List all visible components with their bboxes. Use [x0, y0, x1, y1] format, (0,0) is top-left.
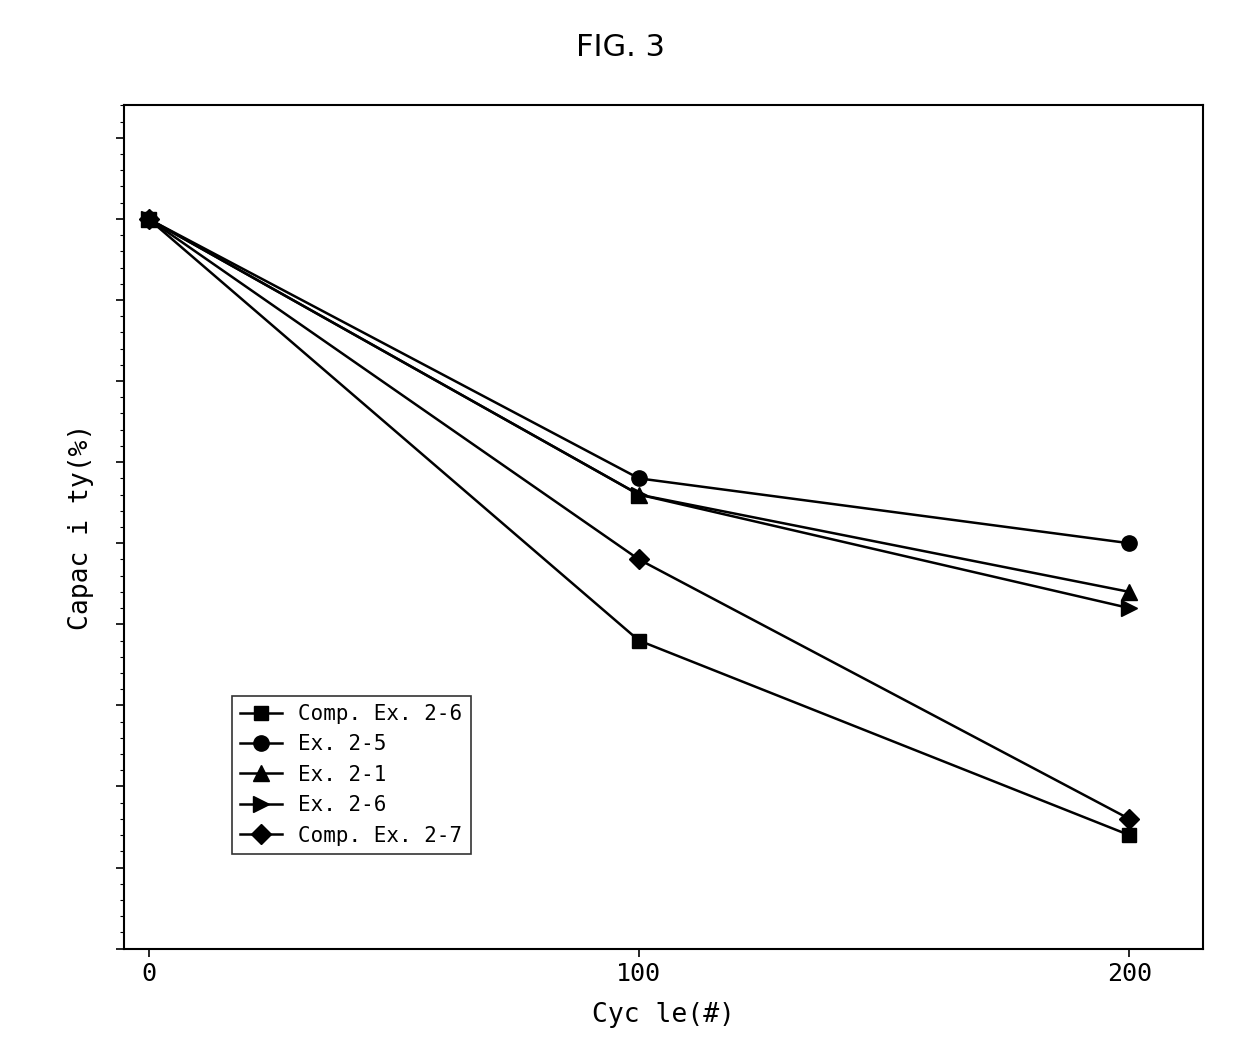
Line: Comp. Ex. 2-7: Comp. Ex. 2-7 [141, 212, 1136, 826]
Ex. 2-5 [1122, 536, 1137, 549]
Comp. Ex. 2-7 [631, 553, 646, 566]
X-axis label: Cyc le(#): Cyc le(#) [591, 1002, 735, 1029]
Line: Ex. 2-1: Ex. 2-1 [141, 211, 1137, 600]
Comp. Ex. 2-7 [141, 213, 156, 226]
Ex. 2-6 [631, 488, 646, 501]
Ex. 2-6 [1122, 602, 1137, 614]
Line: Ex. 2-6: Ex. 2-6 [141, 211, 1137, 616]
Comp. Ex. 2-6 [631, 635, 646, 647]
Ex. 2-1 [631, 488, 646, 501]
Comp. Ex. 2-6 [1122, 828, 1137, 841]
Text: FIG. 3: FIG. 3 [575, 33, 665, 62]
Legend: Comp. Ex. 2-6, Ex. 2-5, Ex. 2-1, Ex. 2-6, Comp. Ex. 2-7: Comp. Ex. 2-6, Ex. 2-5, Ex. 2-1, Ex. 2-6… [232, 696, 471, 854]
Ex. 2-5 [631, 472, 646, 485]
Ex. 2-6 [141, 213, 156, 226]
Ex. 2-1 [141, 213, 156, 226]
Line: Ex. 2-5: Ex. 2-5 [141, 211, 1137, 551]
Comp. Ex. 2-6 [141, 213, 156, 226]
Y-axis label: Capac i ty(%): Capac i ty(%) [68, 424, 94, 630]
Ex. 2-1 [1122, 586, 1137, 599]
Comp. Ex. 2-7 [1122, 813, 1137, 825]
Line: Comp. Ex. 2-6: Comp. Ex. 2-6 [141, 212, 1136, 842]
Ex. 2-5 [141, 213, 156, 226]
